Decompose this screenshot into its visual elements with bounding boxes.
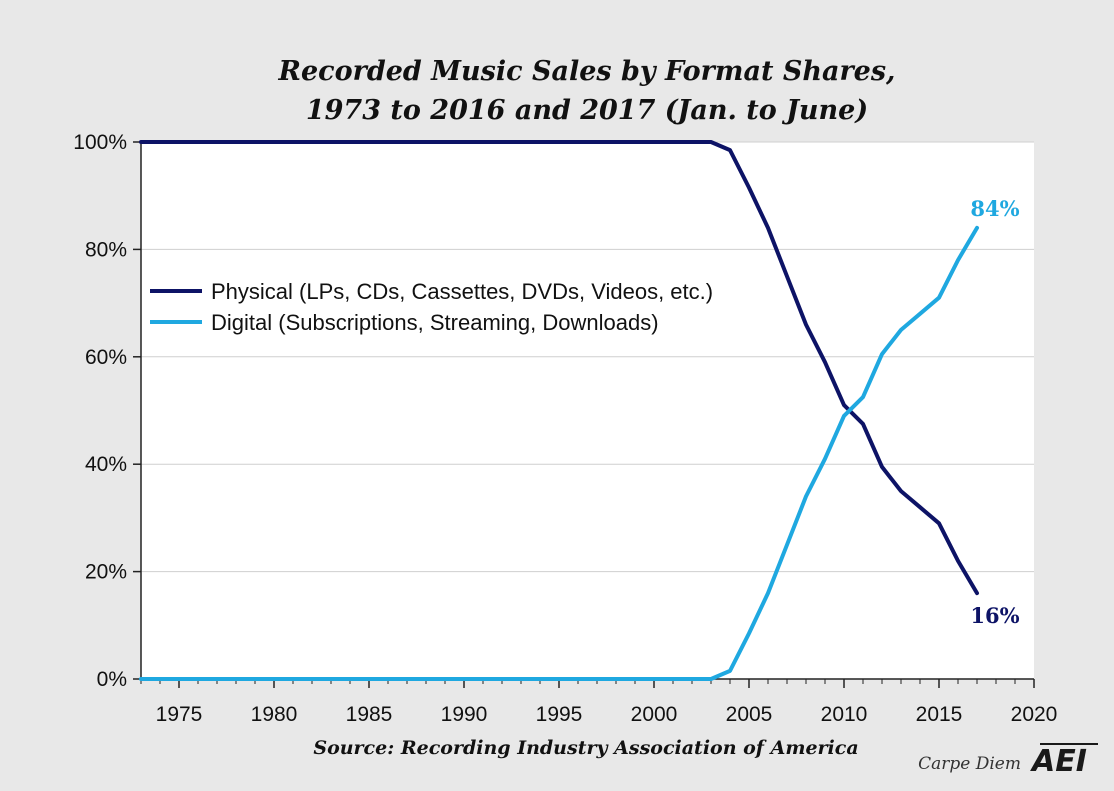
- x-tick-label: 1990: [441, 703, 488, 726]
- y-tick-label: 80%: [85, 238, 127, 261]
- y-tick-label: 60%: [85, 346, 127, 369]
- x-tick-label: 2010: [821, 703, 868, 726]
- end-value-label-digital: 84%: [970, 196, 1019, 221]
- y-tick-label: 100%: [73, 131, 127, 154]
- y-tick-label: 40%: [85, 453, 127, 476]
- source-caption: Source: Recording Industry Association o…: [313, 737, 858, 759]
- x-tick-label: 1980: [251, 703, 298, 726]
- legend-label-digital: Digital (Subscriptions, Streaming, Downl…: [211, 310, 659, 335]
- aei-logo: AEI: [1030, 743, 1098, 779]
- y-tick-label: 20%: [85, 561, 127, 584]
- svg-text:AEI: AEI: [1030, 744, 1087, 779]
- x-tick-label: 2020: [1011, 703, 1058, 726]
- x-tick-label: 2005: [726, 703, 773, 726]
- legend: Physical (LPs, CDs, Cassettes, DVDs, Vid…: [150, 279, 713, 335]
- x-tick-label: 2015: [916, 703, 963, 726]
- series-line-physical: [139, 140, 979, 596]
- series-line-digital: [139, 225, 979, 681]
- series-lines: [139, 140, 979, 681]
- x-tick-label: 1985: [346, 703, 393, 726]
- x-tick-label: 2000: [631, 703, 678, 726]
- tick-labels: 0% 20% 40% 60% 80% 100% 1975 1980 1985 1990 1995 20…: [73, 131, 1057, 726]
- y-tick-label: 0%: [97, 668, 127, 691]
- carpe-diem-credit: Carpe Diem: [918, 754, 1021, 774]
- end-value-label-physical: 16%: [970, 603, 1019, 628]
- chart-title-line1: Recorded Music Sales by Format Shares,: [278, 56, 896, 87]
- x-tick-label: 1995: [536, 703, 583, 726]
- legend-label-physical: Physical (LPs, CDs, Cassettes, DVDs, Vid…: [211, 279, 713, 304]
- x-tick-label: 1975: [156, 703, 203, 726]
- chart-title-line2: 1973 to 2016 and 2017 (Jan. to June): [306, 95, 868, 126]
- plot-area: [141, 142, 1034, 679]
